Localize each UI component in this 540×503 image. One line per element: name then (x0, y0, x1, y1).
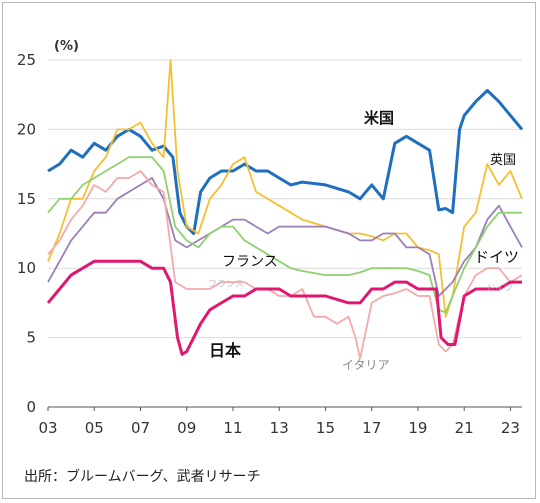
series-line-英国 (47, 59, 523, 318)
y-tick-label: 10 (17, 259, 36, 277)
series-line-米国 (47, 89, 524, 235)
y-axis-unit: (%) (54, 39, 79, 54)
x-tick-label: 17 (362, 419, 381, 437)
x-tick-label: 23 (501, 419, 520, 437)
x-tick-label: 19 (408, 419, 427, 437)
y-tick-label: 0 (26, 398, 36, 416)
y-tick-label: 5 (26, 329, 36, 347)
x-tick-label: 21 (455, 419, 474, 437)
x-tick-label: 07 (131, 419, 150, 437)
y-tick-label: 15 (17, 190, 36, 208)
series-line-イタリア (47, 170, 523, 360)
series-line-ドイツ (47, 177, 523, 297)
series-label: イタリア (342, 358, 390, 372)
series-label: フランス (222, 254, 278, 270)
y-tick-label: 20 (17, 120, 36, 138)
x-tick-label: 09 (177, 419, 196, 437)
series-label: ドイツ (474, 248, 519, 266)
series-label: 日本 (209, 341, 241, 360)
x-tick-label: 15 (316, 419, 335, 437)
series-label: フランス (208, 279, 244, 290)
series-label: 米国 (364, 109, 394, 127)
y-tick-label: 25 (17, 51, 36, 69)
series-label: 英国 (490, 153, 516, 168)
chart-frame (2, 2, 536, 499)
x-tick-label: 05 (85, 419, 104, 437)
x-tick-label: 11 (223, 419, 242, 437)
x-tick-label: 03 (38, 419, 57, 437)
series-line-フランス (47, 156, 522, 314)
series-lines (46, 59, 524, 360)
series-label: ドイツ (486, 284, 513, 294)
x-tick-label: 13 (270, 419, 289, 437)
source-note: 出所：ブルームバーグ、武者リサーチ (24, 469, 261, 485)
series-line-日本 (46, 259, 522, 356)
